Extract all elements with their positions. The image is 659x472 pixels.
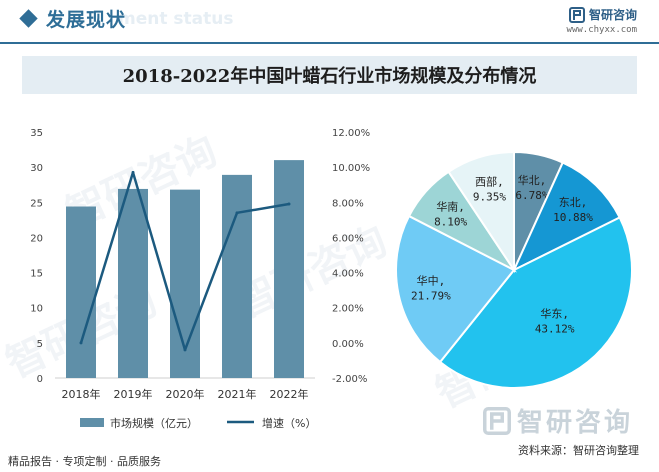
growth-point xyxy=(235,211,239,215)
growth-point xyxy=(79,341,83,345)
brand-url: www.chyxx.com xyxy=(566,25,637,35)
bar xyxy=(222,174,252,378)
y-left-tick-label: 30 xyxy=(30,163,43,174)
bar xyxy=(118,188,148,378)
header: ment status 发展现状 智研咨询 www.chyxx.com xyxy=(0,0,659,44)
x-tick-label: 2020年 xyxy=(166,387,205,401)
y-right-tick-label: 4.00% xyxy=(332,269,364,280)
pie-slice-value: 8.10% xyxy=(434,215,467,228)
pie-slice-value: 43.12% xyxy=(535,323,575,336)
brand-name: 智研咨询 xyxy=(588,8,637,22)
y-left-tick-label: 25 xyxy=(30,198,43,209)
pie-slice xyxy=(395,214,516,364)
pie-slice-value: 6.78% xyxy=(515,189,548,202)
pie-slice xyxy=(447,150,515,274)
legend-bar-label: 市场规模（亿元） xyxy=(110,416,198,430)
y-right-tick-label: 2.00% xyxy=(332,304,364,315)
legend-bar-swatch xyxy=(80,418,104,427)
section-subtitle: ment status xyxy=(118,9,234,29)
pie-slice-value: 10.88% xyxy=(553,211,593,224)
y-left-tick-label: 0 xyxy=(37,374,43,385)
chart-title: 2018-2022年中国叶蜡石行业市场规模及分布情况 xyxy=(122,66,537,87)
pie-slice-name: 华北, xyxy=(518,173,547,187)
pie-slice xyxy=(438,216,633,389)
pie-slice-name: 华南, xyxy=(436,199,465,213)
footer-logo: 智研咨询 xyxy=(482,402,633,439)
brand: 智研咨询 www.chyxx.com xyxy=(567,6,637,35)
legend-line-label: 增速（%） xyxy=(262,416,316,430)
footer-services: 精品报告 · 专项定制 · 品质服务 xyxy=(8,455,161,468)
footer-logo-icon xyxy=(482,406,511,435)
pie-slice-value: 9.35% xyxy=(473,191,506,204)
growth-point xyxy=(183,348,187,352)
header-rule xyxy=(0,42,659,44)
growth-point xyxy=(287,202,291,206)
pie-slice-name: 华中, xyxy=(417,274,446,288)
y-left-tick-label: 5 xyxy=(37,339,43,350)
x-tick-label: 2019年 xyxy=(114,387,153,401)
pie-slice-name: 东北, xyxy=(559,196,588,209)
pie-slice-name: 西部, xyxy=(475,175,504,189)
y-right-tick-label: 6.00% xyxy=(332,233,364,244)
pie-slice-name: 华东, xyxy=(540,307,569,321)
x-tick-label: 2018年 xyxy=(62,387,101,401)
y-left-tick-label: 15 xyxy=(30,269,43,280)
section-title: 发展现状 xyxy=(46,9,127,31)
title-band: 2018-2022年中国叶蜡石行业市场规模及分布情况 xyxy=(22,56,637,94)
x-tick-label: 2021年 xyxy=(218,387,257,401)
footer-logo-name: 智研咨询 xyxy=(516,408,633,438)
x-tick-label: 2022年 xyxy=(270,387,309,401)
bar xyxy=(274,160,304,378)
y-left-tick-label: 10 xyxy=(30,304,43,315)
bar xyxy=(66,206,96,378)
footer: 智研咨询 精品报告 · 专项定制 · 品质服务 资料来源：智研咨询整理 xyxy=(0,406,659,472)
y-right-tick-label: 12.00% xyxy=(332,128,370,139)
growth-point xyxy=(131,170,135,174)
brand-logo-icon xyxy=(568,6,585,23)
data-source: 资料来源：智研咨询整理 xyxy=(518,444,639,457)
y-right-tick-label: 8.00% xyxy=(332,198,364,209)
y-left-tick-label: 20 xyxy=(30,233,43,244)
y-right-tick-label: 0.00% xyxy=(332,339,364,350)
pie-slice-value: 21.79% xyxy=(411,290,451,303)
y-left-tick-label: 35 xyxy=(30,128,43,139)
pie-slice xyxy=(511,161,622,273)
y-right-tick-label: 10.00% xyxy=(332,163,370,174)
y-right-tick-label: -2.00% xyxy=(332,374,367,385)
